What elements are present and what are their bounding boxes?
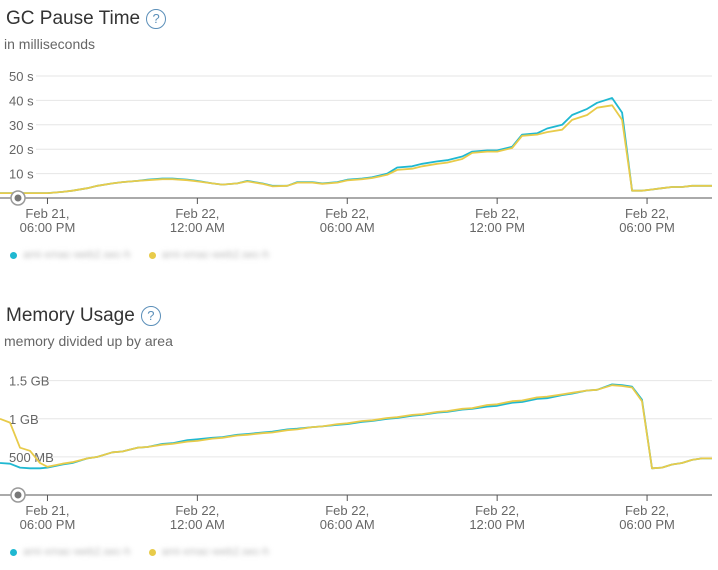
- series-line-1: [0, 104, 712, 195]
- origin-marker-dot-icon: [14, 491, 22, 499]
- x-tick-label: 06:00 PM: [20, 220, 76, 235]
- legend-item[interactable]: ami-xmac-web2.sec-h: [10, 249, 131, 261]
- gc-pause-time-panel: GC Pause Time ? in milliseconds 10 s 20 s…: [0, 8, 712, 261]
- series-line-0: [0, 383, 712, 470]
- x-tick-label: 12:00 PM: [469, 517, 525, 532]
- memory-usage-panel: Memory Usage ? memory divided up by area…: [0, 297, 718, 570]
- legend-label: ami-xmac-web2.sec-h: [23, 546, 131, 558]
- legend-item[interactable]: ami-xmac-web2.sec-h: [10, 546, 131, 558]
- x-tick-label: Feb 22,: [625, 503, 669, 518]
- chart-legend: ami-xmac-web2.sec-h ami-xmac-web2.sec-h: [10, 249, 269, 261]
- series-line-1: [0, 384, 712, 470]
- y-tick-label: 10 s: [9, 167, 34, 182]
- y-tick-label: 1.5 GB: [9, 374, 49, 389]
- x-tick-label: 12:00 PM: [469, 220, 525, 235]
- gc-title-row: GC Pause Time ?: [6, 8, 167, 30]
- x-tick-label: 06:00 AM: [320, 517, 375, 532]
- help-icon[interactable]: ?: [146, 9, 167, 29]
- x-tick-label: Feb 22,: [175, 503, 219, 518]
- x-tick-label: Feb 21,: [25, 206, 69, 221]
- x-tick-label: Feb 22,: [325, 206, 369, 221]
- legend-label: ami-xmac-web2.sec-h: [23, 249, 131, 261]
- legend-dot-icon: [148, 251, 156, 259]
- y-tick-label: 1 GB: [9, 412, 39, 427]
- x-tick-label: Feb 22,: [475, 206, 519, 221]
- legend-dot-icon: [10, 548, 17, 556]
- x-tick-label: Feb 22,: [625, 206, 669, 221]
- y-tick-label: 50 s: [9, 69, 34, 84]
- chart-subtitle: memory divided up by area: [4, 333, 173, 349]
- origin-marker-dot-icon: [14, 194, 22, 202]
- legend-dot-icon: [10, 251, 17, 259]
- x-tick-label: Feb 22,: [475, 503, 519, 518]
- chart-subtitle: in milliseconds: [4, 36, 96, 52]
- y-tick-label: 500 MB: [9, 450, 54, 465]
- legend-dot-icon: [148, 548, 156, 556]
- help-icon[interactable]: ?: [140, 306, 161, 326]
- chart-legend: ami-xmac-web2.sec-h ami-xmac-web2.sec-h: [10, 546, 269, 558]
- x-tick-label: 06:00 PM: [619, 220, 675, 235]
- legend-label: ami-xmac-web2.sec-h: [161, 249, 270, 261]
- x-tick-label: Feb 22,: [175, 206, 219, 221]
- chart-title: GC Pause Time: [6, 8, 141, 29]
- memory-title-row: Memory Usage ?: [6, 305, 161, 327]
- x-tick-label: 06:00 PM: [619, 517, 675, 532]
- y-tick-label: 40 s: [9, 93, 34, 108]
- legend-label: ami-xmac-web2.sec-h: [161, 546, 270, 558]
- chart-title: Memory Usage: [6, 305, 135, 326]
- x-tick-label: 06:00 AM: [320, 220, 375, 235]
- legend-item[interactable]: ami-xmac-web2.sec-h: [148, 249, 270, 261]
- legend-item[interactable]: ami-xmac-web2.sec-h: [148, 546, 270, 558]
- x-tick-label: 12:00 AM: [170, 220, 225, 235]
- x-tick-label: 12:00 AM: [170, 517, 225, 532]
- y-tick-label: 30 s: [9, 118, 34, 133]
- x-tick-label: Feb 22,: [325, 503, 369, 518]
- x-tick-label: 06:00 PM: [20, 517, 76, 532]
- x-tick-label: Feb 21,: [25, 503, 69, 518]
- y-tick-label: 20 s: [9, 142, 34, 157]
